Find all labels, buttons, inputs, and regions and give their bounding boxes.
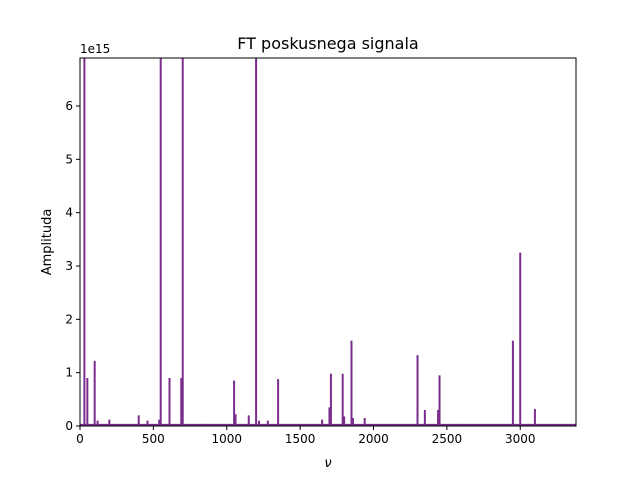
y-offset-label: 1e15 [80,42,110,56]
y-tick-label: 4 [65,206,73,220]
x-tick-label: 1500 [285,432,316,446]
y-tick-label: 5 [65,152,73,166]
x-tick-label: 3000 [505,432,536,446]
x-tick-label: 2500 [432,432,463,446]
y-tick-label: 1 [65,366,73,380]
y-tick-label: 0 [65,419,73,433]
chart-title: FT poskusnega signala [237,34,418,53]
x-axis-ticks: 0 500 1000 1500 2000 2500 3000 [76,426,536,446]
x-tick-label: 0 [76,432,84,446]
y-tick-label: 2 [65,312,73,326]
plot-area [80,58,576,426]
plot-frame [79,57,577,427]
y-axis-label: Amplituda [40,209,55,276]
x-tick-label: 500 [142,432,165,446]
y-tick-label: 6 [65,99,73,113]
y-axis-ticks: 0 1 2 3 4 5 6 [65,99,80,433]
x-tick-label: 1000 [211,432,242,446]
x-tick-label: 2000 [358,432,389,446]
x-axis-label: ν [324,456,331,471]
y-tick-label: 3 [65,259,73,273]
